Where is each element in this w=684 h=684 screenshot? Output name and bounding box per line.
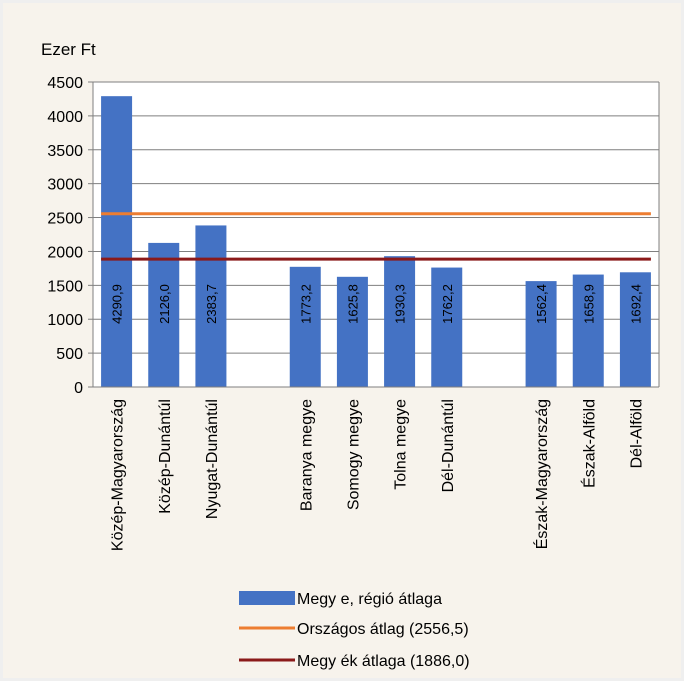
y-tick-label: 500 (56, 346, 83, 363)
y-tick-label: 0 (74, 380, 83, 397)
bar (431, 267, 463, 387)
bar (619, 272, 651, 387)
x-category-label: Somogy megye (345, 399, 362, 510)
bar (148, 242, 180, 387)
x-category-label: Baranya megye (298, 399, 315, 511)
legend-swatch-bars (239, 591, 295, 605)
x-category-label: Észak-Alföld (579, 399, 598, 488)
bar-value-label: 2383,7 (204, 284, 219, 324)
y-tick-label: 2000 (47, 244, 83, 261)
bar (384, 256, 416, 387)
y-tick-label: 2500 (47, 211, 83, 228)
y-unit-label: Ezer Ft (41, 40, 96, 59)
bar-chart: 0 500 1000 1500 2000 2500 3000 3500 4000 4500 Ezer… (41, 40, 660, 670)
bar (572, 274, 604, 387)
x-category-label: Közép-Dunántúl (157, 399, 174, 514)
bar-value-label: 1625,8 (345, 284, 360, 324)
plot-area (93, 82, 659, 387)
x-category-label: Nyugat-Dunántúl (204, 399, 221, 519)
bar (195, 225, 227, 387)
bar-value-label: 1773,2 (298, 284, 313, 324)
legend-label: Megy ék átlaga (1886,0) (297, 653, 470, 670)
bar (525, 281, 557, 387)
bar-value-label: 1762,2 (440, 284, 455, 324)
bar (289, 266, 321, 387)
y-tick-label: 1500 (47, 278, 83, 295)
y-tick-label: 3500 (47, 143, 83, 160)
bar (336, 276, 368, 387)
bar-value-label: 1692,4 (628, 284, 643, 324)
bar (101, 96, 133, 387)
legend-label: Megy e, régió átlaga (297, 591, 442, 608)
x-category-label: Dél-Dunántúl (440, 399, 457, 492)
legend-label: Országos átlag (2556,5) (297, 621, 469, 638)
y-tick-label: 3000 (47, 177, 83, 194)
x-category-label: Észak-Magyarország (532, 399, 551, 549)
bar-value-label: 1562,4 (534, 284, 549, 324)
y-tick-label: 4500 (47, 75, 83, 92)
bar-value-label: 1658,9 (581, 284, 596, 324)
x-category-label: Tolna megye (393, 399, 410, 490)
x-category-label: Közép-Magyarország (110, 399, 127, 551)
bar-value-label: 4290,9 (110, 284, 125, 324)
y-tick-label: 1000 (47, 312, 83, 329)
y-tick-label: 4000 (47, 109, 83, 126)
bar-value-label: 1930,3 (393, 284, 408, 324)
x-category-label: Dél-Alföld (628, 399, 645, 468)
bar-value-label: 2126,0 (157, 284, 172, 324)
